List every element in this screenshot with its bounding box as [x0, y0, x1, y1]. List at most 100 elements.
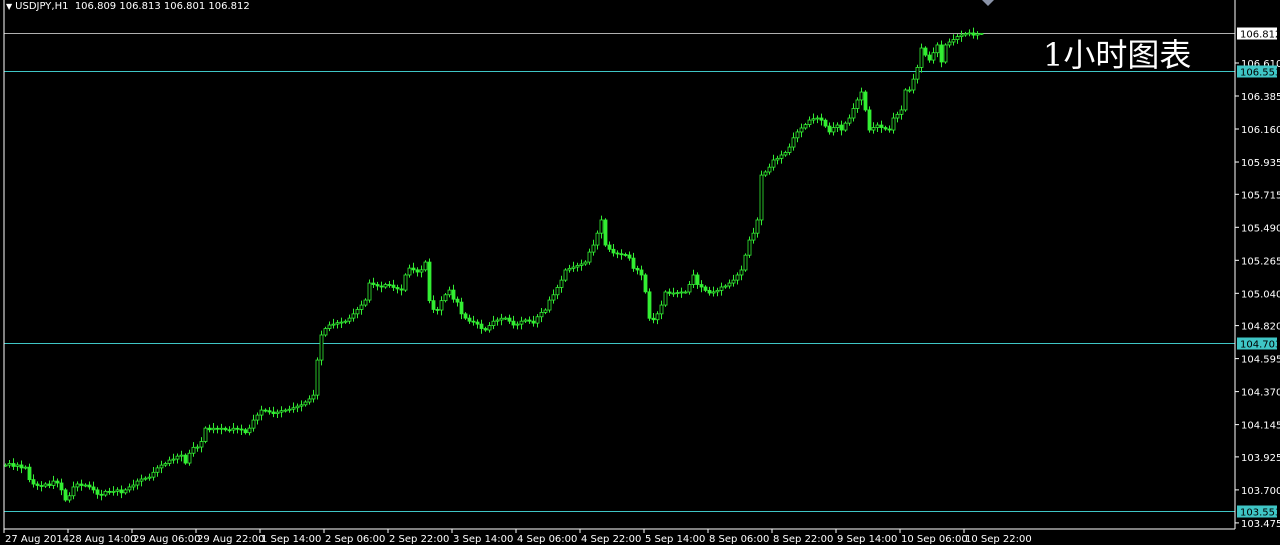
y-tick-label: 105.265: [1241, 256, 1280, 267]
candle-body: [323, 328, 328, 336]
candle-body: [123, 489, 128, 494]
candle-body: [903, 89, 908, 111]
candle-body: [435, 309, 440, 311]
candle: [799, 123, 804, 138]
candle-body: [615, 252, 620, 255]
candle-body: [543, 309, 548, 313]
candle: [815, 115, 820, 124]
candle-body: [235, 427, 240, 430]
candle-body: [707, 289, 712, 294]
candle-body: [155, 467, 160, 473]
candle: [375, 281, 380, 291]
candle-body: [863, 91, 868, 111]
candle-body: [783, 152, 788, 156]
candle: [111, 486, 116, 496]
candle-body: [687, 284, 692, 293]
candle: [515, 321, 520, 330]
candle: [703, 285, 708, 293]
candle-body: [579, 263, 584, 266]
candle-body: [43, 483, 48, 487]
candle: [183, 453, 188, 465]
candle: [963, 31, 968, 37]
candle-body: [231, 427, 236, 431]
candle-body: [523, 319, 528, 322]
candle-body: [883, 127, 888, 130]
candle-body: [927, 54, 932, 61]
candle-body: [647, 291, 652, 319]
candle-body: [651, 317, 656, 321]
candle: [355, 306, 360, 319]
candle: [167, 456, 172, 467]
candle-body: [515, 323, 520, 326]
candle-body: [727, 282, 732, 287]
candle-body: [183, 454, 188, 464]
candle: [939, 40, 944, 68]
candle: [639, 265, 644, 281]
candle-body: [871, 127, 876, 131]
candle: [343, 319, 348, 324]
candle-body: [23, 466, 28, 469]
candle: [655, 311, 660, 325]
candle: [591, 239, 596, 256]
candle-body: [351, 313, 356, 319]
candle: [495, 317, 500, 326]
candle: [127, 483, 132, 493]
candle: [911, 73, 916, 94]
candle: [567, 264, 572, 273]
y-tick-label: 105.040: [1241, 289, 1280, 300]
candle-body: [139, 478, 144, 482]
candle-body: [251, 419, 256, 429]
candle: [763, 170, 768, 177]
candle: [603, 218, 608, 247]
candle-body: [127, 486, 132, 491]
candle-body: [7, 463, 12, 466]
candle: [179, 450, 184, 462]
candle: [579, 259, 584, 271]
symbol-label: USDJPY,H1: [15, 1, 69, 12]
y-tick-label: 104.595: [1241, 355, 1280, 366]
candle-body: [447, 289, 452, 296]
candle-body: [359, 304, 364, 310]
candle-body: [31, 479, 36, 485]
candle: [827, 122, 832, 135]
candle: [279, 406, 284, 418]
candle: [743, 253, 748, 272]
candle-body: [487, 325, 492, 331]
candle: [575, 262, 580, 272]
candle: [107, 487, 112, 495]
candle-body: [355, 309, 360, 315]
shift-marker-icon[interactable]: [982, 0, 994, 6]
candle: [619, 249, 624, 260]
candle-body: [259, 409, 264, 416]
candle-body: [87, 484, 92, 488]
ohlc-readout: 106.809 106.813 106.801 106.812: [74, 1, 250, 12]
candle-body: [623, 254, 628, 256]
candle-body: [955, 36, 960, 40]
x-tick-label: 8 Sep 22:00: [773, 534, 833, 545]
candle: [439, 296, 444, 316]
candle: [847, 114, 852, 126]
candle-body: [527, 319, 532, 322]
candle: [891, 112, 896, 134]
candle: [299, 400, 304, 412]
candle-body: [575, 265, 580, 268]
candle-body: [11, 463, 16, 467]
candle-body: [567, 267, 572, 271]
candle-body: [499, 317, 504, 321]
candle-body: [867, 109, 872, 131]
candle: [679, 287, 684, 298]
candle-body: [767, 166, 772, 173]
triangle-down-icon[interactable]: ▼: [6, 2, 13, 11]
candle: [391, 279, 396, 291]
candle: [883, 125, 888, 131]
candle: [707, 286, 712, 296]
candle: [943, 43, 948, 64]
candle-body: [319, 334, 324, 361]
candle-body: [371, 282, 376, 285]
candle: [739, 265, 744, 281]
candle-body: [763, 171, 768, 176]
candle-body: [243, 429, 248, 434]
candle-body: [195, 446, 200, 449]
candle-body: [483, 328, 488, 331]
